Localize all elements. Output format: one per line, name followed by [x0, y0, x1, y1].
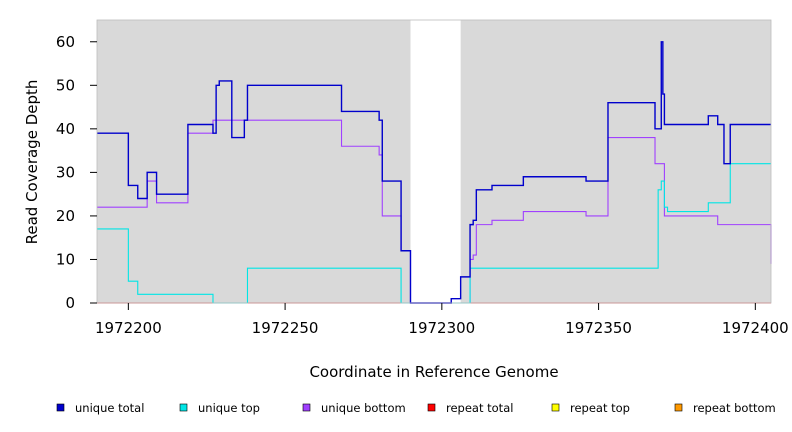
highlight-region — [410, 20, 461, 303]
y-tick-label: 10 — [56, 250, 75, 268]
legend-label: repeat total — [446, 401, 513, 415]
legend: unique total unique top unique bottom repea… — [56, 401, 776, 415]
y-axis-label: Read Coverage Depth — [23, 80, 41, 245]
legend-swatch — [56, 403, 65, 412]
y-tick-label: 40 — [56, 120, 75, 138]
legend-label: repeat top — [570, 401, 630, 415]
legend-swatch — [427, 403, 436, 412]
y-tick-label: 60 — [56, 33, 75, 51]
x-axis-label: Coordinate in Reference Genome — [309, 363, 558, 381]
y-tick-label: 30 — [56, 163, 75, 181]
x-tick-label: 1972300 — [408, 319, 475, 337]
legend-swatch — [551, 403, 560, 412]
y-tick-label: 0 — [65, 294, 75, 312]
y-tick-label: 50 — [56, 76, 75, 94]
legend-item: unique bottom — [302, 401, 406, 415]
legend-item: repeat total — [427, 401, 513, 415]
legend-item: unique total — [56, 401, 144, 415]
x-tick-label: 1972250 — [252, 319, 319, 337]
legend-swatch — [674, 403, 683, 412]
x-tick-label: 1972400 — [722, 319, 789, 337]
x-tick-label: 1972350 — [565, 319, 632, 337]
series-line-unique-top — [97, 163, 771, 304]
legend-label: unique total — [75, 401, 144, 415]
legend-label: unique bottom — [321, 401, 406, 415]
y-axis: 0 10 20 30 40 50 60 — [56, 33, 97, 312]
legend-item: unique top — [179, 401, 260, 415]
legend-swatch — [179, 403, 188, 412]
legend-item: repeat bottom — [674, 401, 776, 415]
legend-label: unique top — [198, 401, 260, 415]
series-line-unique-total — [97, 41, 771, 304]
legend-label: repeat bottom — [693, 401, 776, 415]
legend-item: repeat top — [551, 401, 630, 415]
plot-frame — [96, 19, 772, 304]
x-tick-label: 1972200 — [95, 319, 162, 337]
legend-swatch — [302, 403, 311, 412]
x-axis: 1972200 1972250 1972300 1972350 1972400 — [95, 303, 789, 337]
y-tick-label: 20 — [56, 207, 75, 225]
